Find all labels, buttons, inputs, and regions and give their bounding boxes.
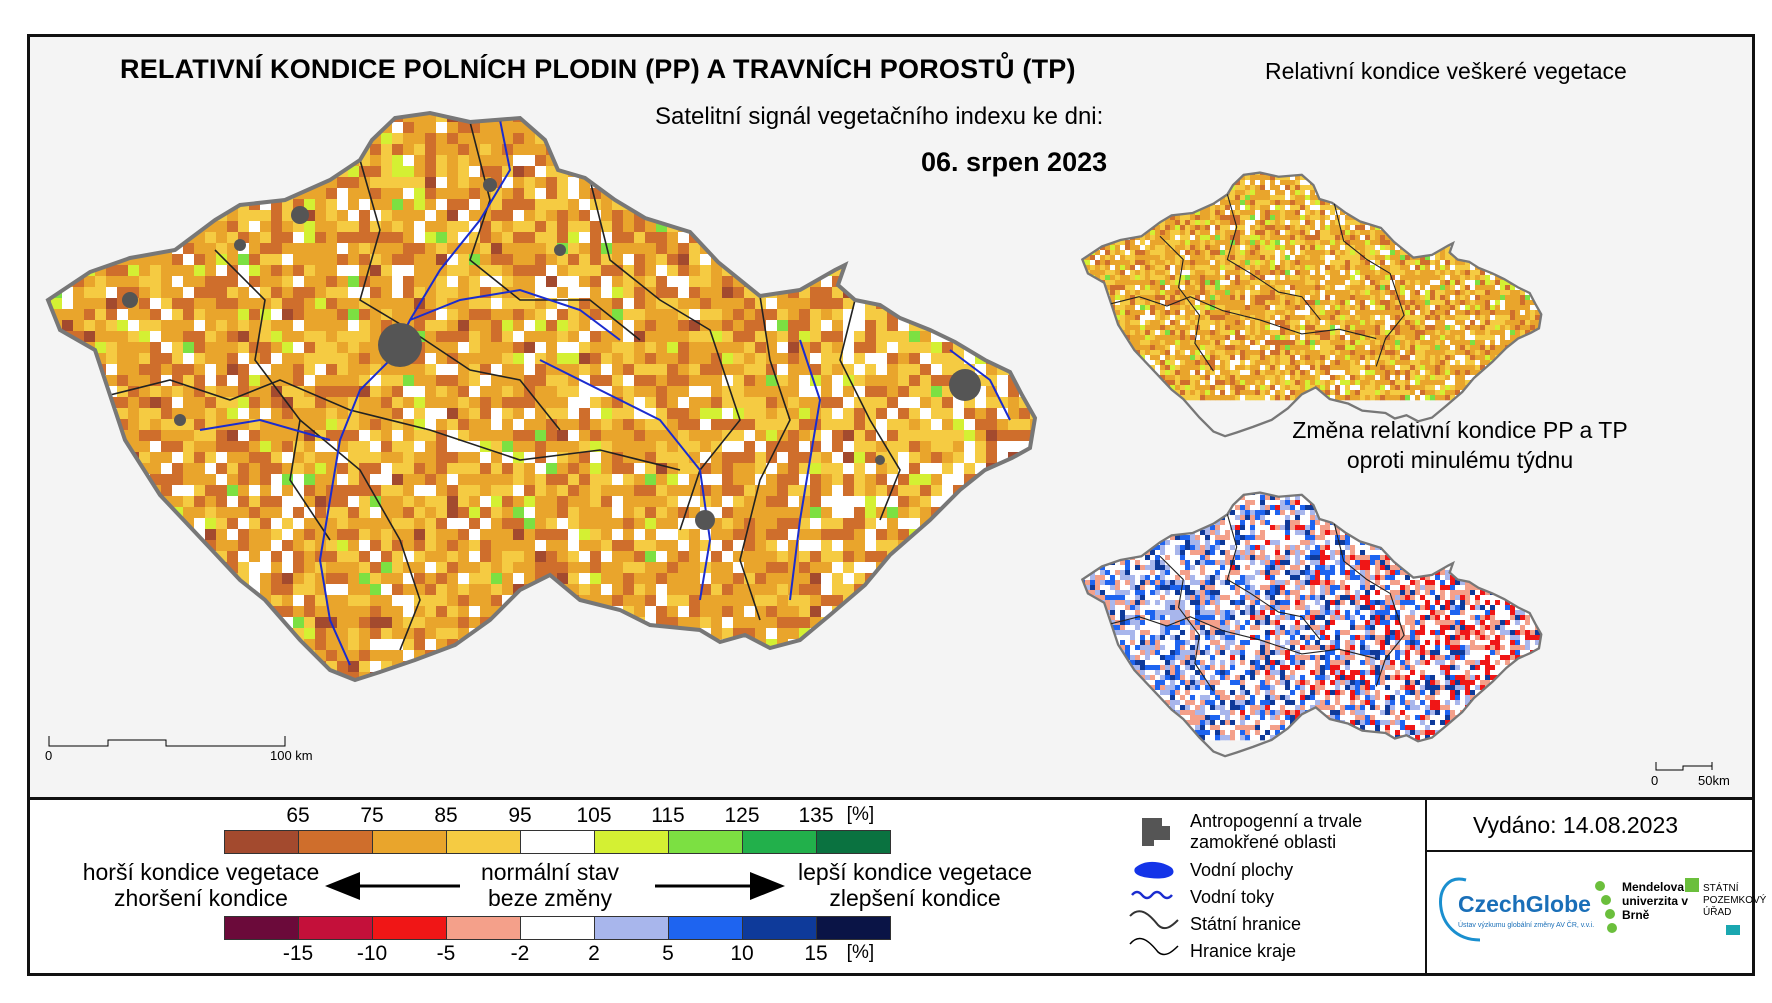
change-tick-label: -2 (510, 942, 530, 965)
legend-water-bodies: Vodní plochy (1190, 860, 1294, 880)
inset-scale-zero: 0 (1651, 773, 1659, 788)
region-border-icon (1129, 937, 1179, 956)
legend-divider-horizontal (1425, 850, 1755, 852)
inset-top-title: Relativní kondice veškeré vegetace (1265, 58, 1627, 84)
water-body-icon (1134, 861, 1174, 879)
legend-water-courses: Vodní toky (1190, 887, 1275, 907)
change-tick-label: 5 (662, 942, 674, 965)
inset-scale-end: 50km (1698, 773, 1730, 788)
legend-anthropogenic: Antropogenní a trvale zamokřené oblasti (1190, 811, 1363, 852)
condition-swatch (224, 830, 299, 854)
legend-region-border: Hranice kraje (1190, 941, 1297, 961)
map-title: RELATIVNÍ KONDICE POLNÍCH PLODIN (PP) A … (120, 54, 1076, 84)
condition-tick-label: 135 (798, 804, 834, 827)
change-tick-label: 10 (730, 942, 754, 965)
czechglobe-logo: CzechGlobe (1458, 891, 1591, 917)
river-icon (1131, 890, 1173, 900)
main-scale-bar (48, 736, 286, 747)
change-unit: [%] (846, 942, 875, 963)
legend-panel (27, 797, 1755, 976)
condition-tick-label: 115 (651, 804, 685, 827)
change-swatch (594, 916, 669, 940)
spu-logo: STÁTNÍ POZEMKOVÝ ÚŘAD (1703, 883, 1767, 918)
czechglobe-logo-sub: Ústav výzkumu globální změny AV ČR, v.v.… (1458, 922, 1595, 929)
main-condition-map (46, 111, 1037, 682)
change-tick-label: -10 (356, 942, 388, 965)
map-date: 06. srpen 2023 (921, 147, 1108, 177)
main-scale-zero: 0 (45, 748, 53, 763)
inset-scale-bar (1655, 762, 1713, 771)
inset-change-map (1081, 491, 1543, 758)
change-swatch (668, 916, 743, 940)
condition-tick-label: 105 (576, 804, 612, 827)
condition-tick-label: 95 (508, 804, 532, 827)
change-tick-label: 15 (804, 942, 828, 965)
condition-swatch (520, 830, 595, 854)
legend-state-border: Státní hranice (1190, 914, 1302, 934)
map-subtitle: Satelitní signál vegetačního indexu ke d… (655, 103, 1104, 130)
main-scale-end: 100 km (270, 748, 313, 763)
worse-label: horší kondice vegetace zhoršení kondice (82, 859, 320, 911)
condition-swatch (298, 830, 373, 854)
change-tick-label: 2 (588, 942, 600, 965)
mendel-logo: Mendelova univerzita v Brně (1622, 880, 1689, 922)
condition-unit: [%] (846, 804, 875, 825)
inset-bottom-title: Změna relativní kondice PP a TP oproti m… (1292, 417, 1628, 473)
condition-tick-label: 65 (286, 804, 310, 827)
better-label: lepší kondice vegetace zlepšení kondice (798, 859, 1032, 911)
inset-vegetation-map (1081, 171, 1543, 438)
condition-swatch (372, 830, 447, 854)
condition-swatch (446, 830, 521, 854)
condition-swatch (742, 830, 817, 854)
change-swatch (224, 916, 299, 940)
condition-swatch (816, 830, 891, 854)
change-tick-label: -5 (436, 942, 456, 965)
change-swatch (372, 916, 447, 940)
condition-tick-label: 85 (434, 804, 458, 827)
change-tick-label: -15 (282, 942, 314, 965)
normal-label: normální stav beze změny (480, 859, 620, 911)
state-border-icon (1129, 910, 1179, 930)
anthropogenic-icon (1142, 818, 1170, 846)
change-swatch (742, 916, 817, 940)
condition-tick-label: 75 (360, 804, 384, 827)
issued-date: Vydáno: 14.08.2023 (1473, 812, 1679, 838)
change-swatch (816, 916, 891, 940)
legend-divider-vertical (1425, 797, 1427, 976)
change-swatch (298, 916, 373, 940)
condition-tick-label: 125 (724, 804, 760, 827)
condition-swatch (668, 830, 743, 854)
